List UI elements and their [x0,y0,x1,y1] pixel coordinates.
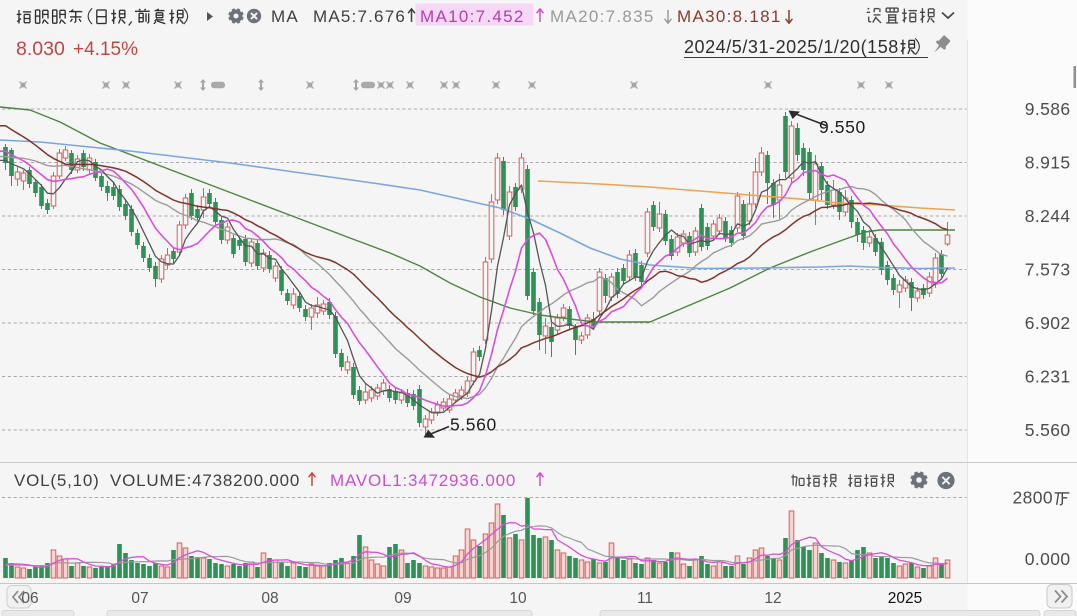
svg-text:09: 09 [394,590,411,607]
svg-text:06: 06 [21,590,38,607]
svg-text:MA5:7.676: MA5:7.676 [313,7,406,26]
svg-text:+4.15%: +4.15% [73,39,138,60]
svg-text:08: 08 [261,590,278,607]
svg-text:12: 12 [764,590,781,607]
svg-text:5.560: 5.560 [450,415,497,435]
svg-text:MAVOL1:3472936.000: MAVOL1:3472936.000 [330,471,516,490]
svg-text:VOLUME:4738200.000: VOLUME:4738200.000 [110,471,300,490]
svg-text:2025: 2025 [888,590,922,607]
svg-text:MA: MA [271,7,299,26]
svg-text:10: 10 [509,590,527,607]
svg-text:7.573: 7.573 [1025,260,1071,280]
svg-text:5.560: 5.560 [1025,420,1071,440]
svg-text:MA10:7.452: MA10:7.452 [420,7,525,26]
svg-text:MA20:7.835: MA20:7.835 [550,7,655,26]
svg-text:07: 07 [131,590,148,607]
svg-text:6.231: 6.231 [1025,367,1071,387]
svg-text:MA30:8.181: MA30:8.181 [677,7,782,26]
svg-text:8.030: 8.030 [16,38,65,60]
svg-text:2024/5/31-2025/1/20(158: 2024/5/31-2025/1/20(158 [684,37,899,57]
svg-text:8.915: 8.915 [1025,153,1071,173]
svg-text:VOL(5,10): VOL(5,10) [14,471,100,490]
svg-text:0.000: 0.000 [1025,549,1071,569]
svg-text:2800: 2800 [1013,488,1054,508]
svg-text:8.244: 8.244 [1025,206,1071,226]
svg-text:9.550: 9.550 [819,117,866,137]
svg-text:11: 11 [637,590,653,607]
svg-text:9.586: 9.586 [1025,99,1071,119]
svg-text:6.902: 6.902 [1025,313,1071,333]
